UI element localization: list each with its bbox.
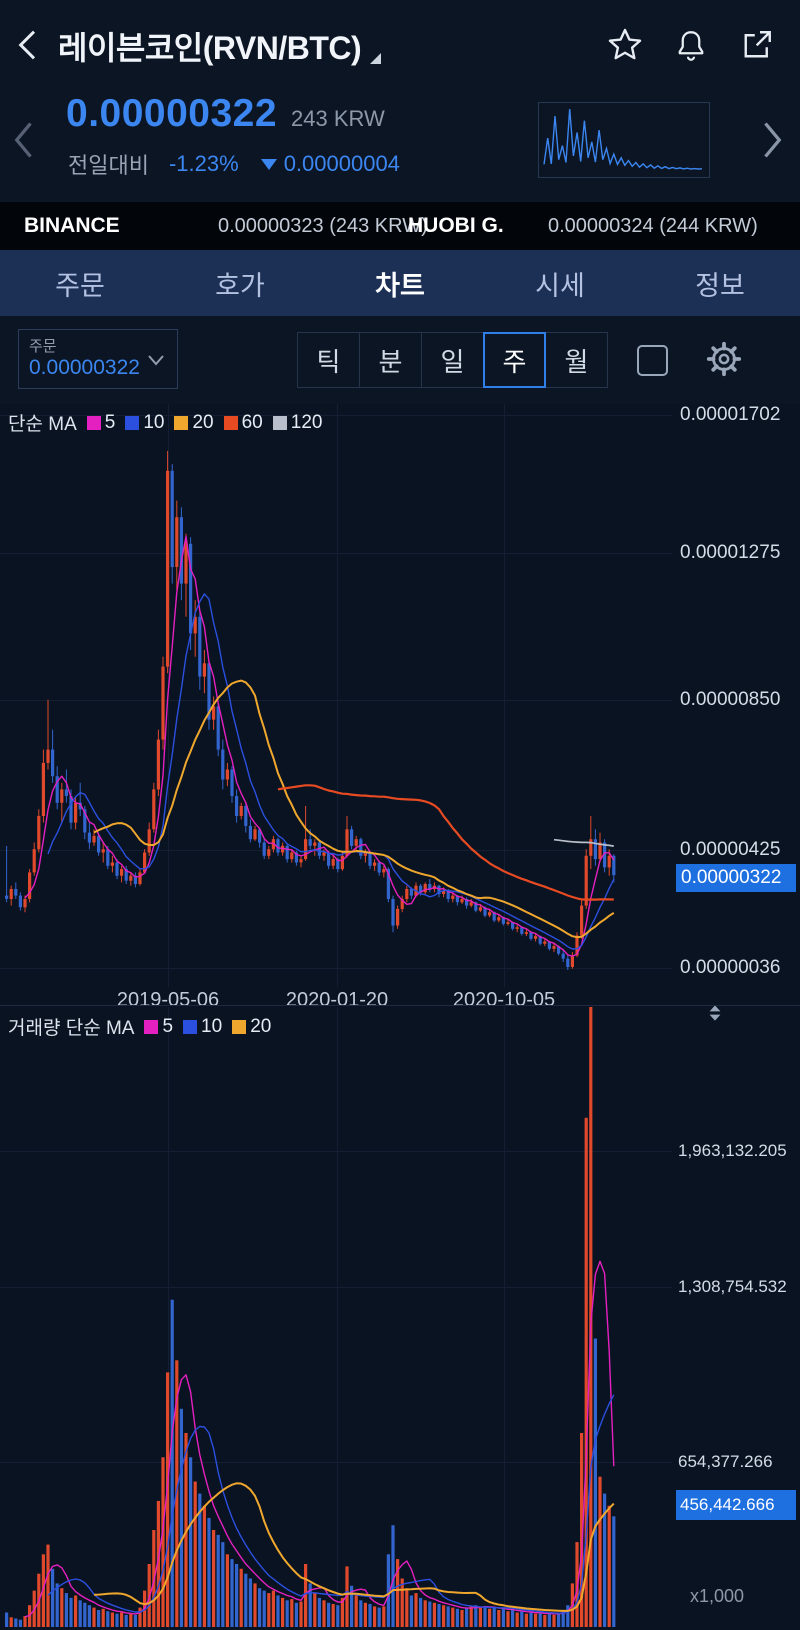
axis-scale-control[interactable] [702, 988, 736, 1021]
triangle-down-icon [260, 158, 277, 170]
price-chart[interactable] [0, 404, 675, 987]
price-ma-legend: 단순 MA 5 10 20 60 120 [8, 411, 323, 436]
back-button[interactable] [0, 0, 58, 92]
volume-ma-legend: 거래량 단순 MA 5 10 20 [8, 1015, 272, 1040]
gear-icon [705, 340, 743, 381]
exchange-price: 0.00000323 (243 KRW) [218, 215, 428, 237]
pane-divider [0, 1005, 800, 1006]
change-percent: -1.23% [168, 151, 239, 176]
chart-area: 단순 MA 5 10 20 60 120 0.00001702 0.000012… [0, 404, 800, 1630]
main-tab-bar: 주문 호가 차트 시세 정보 [0, 250, 800, 316]
change-row: 전일대비 -1.23% 0.00000004 [68, 148, 400, 180]
price-axis-label: 0.00000425 [680, 839, 781, 860]
interval-buttons: 틱 분 일 주 월 [297, 332, 608, 388]
exchange-compare-bar: BINANCE 0.00000323 (243 KRW) HUOBI G. 0.… [0, 202, 800, 250]
ma20-swatch [174, 415, 189, 430]
current-price-tag: 0.00000322 [676, 864, 796, 892]
prev-coin-button[interactable] [8, 118, 42, 165]
chevron-down-icon [145, 352, 167, 373]
volume-chart[interactable] [0, 1007, 675, 1630]
change-label: 전일대비 [68, 153, 149, 178]
current-volume-tag: 456,442.666 [676, 1490, 796, 1520]
tab-info[interactable]: 정보 [640, 250, 800, 316]
price-axis-label: 0.00000850 [680, 689, 781, 710]
share-icon [739, 27, 775, 66]
price-krw: 243 KRW [291, 106, 385, 131]
star-icon [606, 26, 644, 67]
ticker-section: 0.00000322 243 KRW 전일대비 -1.23% 0.0000000… [0, 92, 800, 203]
price-axis-label: 0.00001275 [680, 542, 781, 563]
coin-title-selector[interactable]: 레이븐코인(RVN/BTC) [58, 23, 382, 69]
ma5-swatch [86, 415, 101, 430]
chart-toolbar: 주문 0.00000322 틱 분 일 주 월 [0, 316, 800, 404]
tab-market[interactable]: 시세 [480, 250, 640, 316]
dropdown-value: 0.00000322 [29, 356, 140, 379]
title-caret-icon [370, 53, 382, 64]
page-title: 레이븐코인(RVN/BTC) [58, 30, 362, 66]
volume-unit-label: x1,000 [690, 1586, 745, 1606]
vol-ma10-swatch [183, 1019, 198, 1034]
square-outline-icon [636, 344, 668, 376]
interval-month[interactable]: 월 [545, 332, 608, 388]
alerts-button[interactable] [658, 0, 724, 92]
chevron-left-small-icon [8, 122, 42, 165]
volume-axis-label: 1,963,132.205 [678, 1141, 787, 1160]
interval-day[interactable]: 일 [421, 332, 484, 388]
bell-icon [673, 27, 709, 66]
interval-minute[interactable]: 분 [359, 332, 422, 388]
exchange-name: BINANCE [24, 214, 120, 237]
ma120-swatch [272, 415, 287, 430]
chevron-right-small-icon [754, 122, 788, 165]
price-row: 0.00000322 243 KRW [66, 92, 385, 136]
mini-sparkline [538, 102, 710, 178]
interval-tick[interactable]: 틱 [297, 332, 360, 388]
price-source-dropdown[interactable]: 주문 0.00000322 [18, 329, 178, 389]
tab-orderbook[interactable]: 호가 [160, 250, 320, 316]
chart-settings-button[interactable] [700, 336, 748, 384]
change-value: 0.00000004 [260, 151, 400, 177]
tab-order[interactable]: 주문 [0, 250, 160, 316]
volume-axis-label: 654,377.266 [678, 1452, 773, 1471]
price-axis-label: 0.00001702 [680, 404, 781, 425]
dropdown-label: 주문 [29, 338, 57, 355]
app-header: 레이븐코인(RVN/BTC) [0, 0, 800, 92]
price-axis-label: 0.00000036 [680, 957, 781, 978]
ma60-swatch [223, 415, 238, 430]
exchange-name: HUOBI G. [408, 214, 504, 237]
vol-ma20-swatch [232, 1019, 247, 1034]
chevron-left-icon [9, 25, 49, 68]
ma10-swatch [125, 415, 140, 430]
chart-style-button[interactable] [628, 336, 676, 384]
interval-week[interactable]: 주 [483, 332, 546, 388]
vol-ma5-swatch [144, 1019, 159, 1034]
exchange-price: 0.00000324 (244 KRW) [548, 215, 758, 237]
next-coin-button[interactable] [754, 118, 788, 165]
volume-axis-label: 1,308,754.532 [678, 1277, 787, 1296]
favorite-button[interactable] [592, 0, 658, 92]
tab-chart[interactable]: 차트 [320, 250, 480, 316]
share-button[interactable] [724, 0, 790, 92]
current-price: 0.00000322 [66, 92, 278, 135]
header-actions [592, 0, 800, 92]
